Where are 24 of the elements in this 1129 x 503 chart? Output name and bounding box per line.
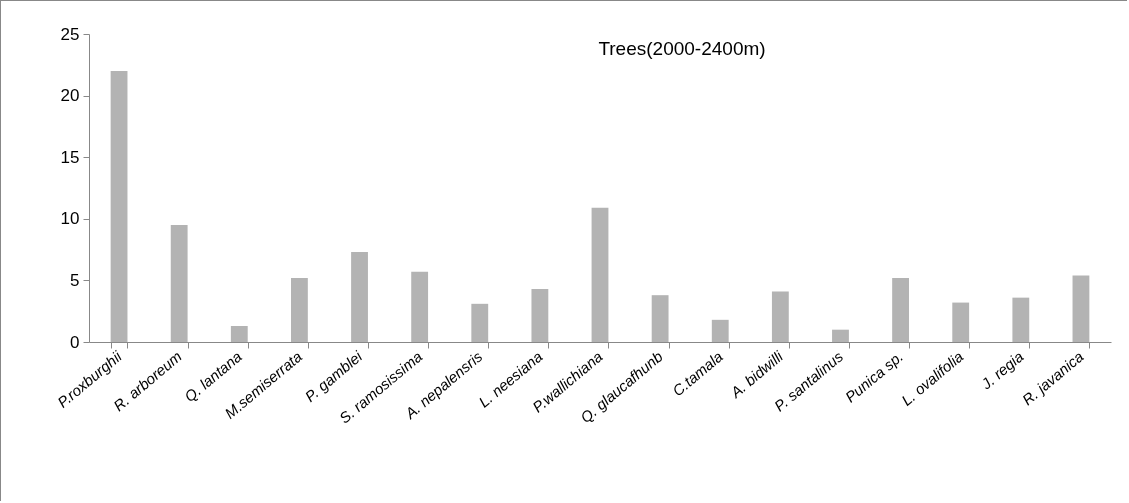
bar — [952, 302, 970, 342]
y-tick-label: 0 — [70, 332, 80, 352]
bar — [351, 252, 368, 342]
bar — [1072, 275, 1090, 342]
bar — [711, 319, 729, 342]
bar — [291, 277, 308, 342]
y-tick-label: 15 — [60, 147, 80, 167]
bar — [651, 295, 669, 342]
bar — [170, 224, 188, 342]
bar — [411, 271, 429, 342]
bar — [591, 207, 609, 342]
y-tick-label: 10 — [60, 209, 80, 229]
bar — [110, 70, 128, 342]
bar — [1012, 297, 1030, 342]
y-tick-label: 5 — [70, 270, 80, 290]
y-tick-label: 20 — [60, 86, 80, 106]
bar — [771, 291, 789, 342]
chart-title: Trees(2000-2400m) — [598, 38, 766, 59]
y-tick-label: 25 — [60, 24, 80, 44]
bar — [531, 289, 549, 342]
bar — [230, 325, 248, 342]
bar — [832, 329, 849, 342]
bar — [892, 277, 909, 342]
bar — [471, 303, 489, 342]
